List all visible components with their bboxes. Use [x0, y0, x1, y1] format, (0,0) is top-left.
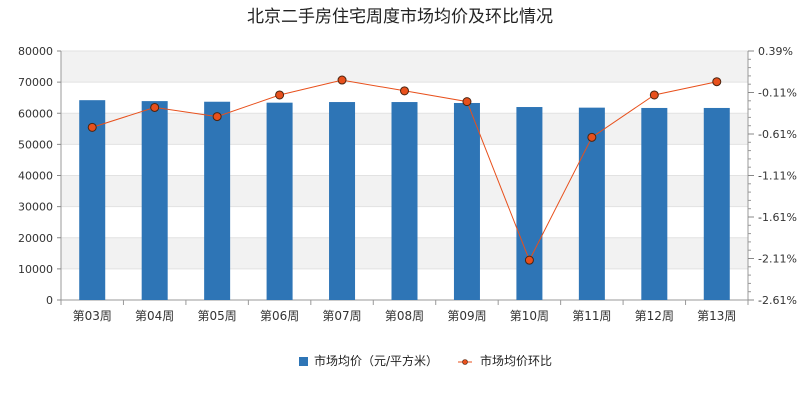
right-tick-label: -2.61%: [758, 294, 797, 307]
x-tick-label: 第12周: [635, 309, 674, 323]
line-point[interactable]: [212, 112, 222, 122]
line-point[interactable]: [462, 97, 472, 107]
x-tick-label: 第10周: [510, 309, 549, 323]
left-tick-label: 80000: [18, 45, 53, 58]
line-point[interactable]: [150, 102, 160, 112]
bar[interactable]: [79, 100, 106, 301]
line-point[interactable]: [712, 77, 722, 87]
x-tick-label: 第11周: [572, 309, 611, 323]
line-point[interactable]: [649, 90, 659, 100]
left-tick-label: 20000: [18, 232, 53, 245]
x-tick-label: 第07周: [322, 309, 361, 323]
bar[interactable]: [391, 102, 418, 300]
x-tick-label: 第03周: [73, 309, 112, 323]
bar[interactable]: [266, 102, 293, 300]
line-point[interactable]: [400, 86, 409, 96]
line-point[interactable]: [587, 132, 597, 142]
left-tick-label: 50000: [18, 138, 53, 151]
bar[interactable]: [204, 101, 231, 300]
bar[interactable]: [703, 107, 730, 301]
left-tick-label: 40000: [18, 170, 53, 183]
x-tick-label: 第08周: [385, 309, 424, 323]
right-tick-label: -2.11%: [758, 253, 797, 266]
line-point[interactable]: [337, 75, 347, 85]
x-tick-label: 第13周: [697, 309, 736, 323]
legend-line-label: 市场均价环比: [480, 353, 552, 368]
bar[interactable]: [453, 102, 480, 300]
left-tick-label: 0: [46, 294, 53, 307]
left-axis-ticks: 0 10000 20000 30000 40000 50000 60000 70000 8000…: [18, 45, 61, 307]
x-tick-label: 第04周: [135, 309, 174, 323]
bar-series: [79, 100, 730, 301]
legend-bar-swatch: [299, 357, 308, 366]
right-axis-ticks: -2.61% -2.11% -1.61% -1.11% -0.61% -0.11% 0.39…: [748, 45, 797, 307]
line-series: [87, 75, 722, 265]
right-tick-label: -1.11%: [758, 170, 797, 183]
right-tick-label: -0.61%: [758, 128, 797, 141]
x-axis-ticks: 第03周 第04周 第05周 第06周 第07周 第08周 第09周 第10周 第11周 第12周…: [60, 300, 749, 323]
left-tick-label: 70000: [18, 76, 53, 89]
chart-title: 北京二手房住宅周度市场均价及环比情况: [247, 7, 553, 27]
line-point[interactable]: [87, 122, 97, 132]
bar[interactable]: [141, 101, 168, 300]
line-point[interactable]: [275, 90, 285, 100]
left-tick-label: 60000: [18, 107, 53, 120]
bar[interactable]: [641, 107, 668, 301]
legend-bar-label: 市场均价（元/平方米）: [314, 353, 438, 368]
x-tick-label: 第09周: [447, 309, 486, 323]
bar[interactable]: [516, 107, 543, 301]
x-tick-label: 第06周: [260, 309, 299, 323]
legend-line-marker: [462, 359, 468, 365]
left-tick-label: 10000: [18, 263, 53, 276]
x-tick-label: 第05周: [197, 309, 236, 323]
bar[interactable]: [329, 102, 356, 300]
right-tick-label: -1.61%: [758, 211, 797, 224]
legend: 市场均价（元/平方米） 市场均价环比: [299, 353, 552, 368]
line-point[interactable]: [524, 255, 534, 265]
left-tick-label: 30000: [18, 201, 53, 214]
right-tick-label: -0.11%: [758, 87, 797, 100]
plot-band: [61, 51, 748, 83]
right-tick-label: 0.39%: [758, 45, 793, 58]
